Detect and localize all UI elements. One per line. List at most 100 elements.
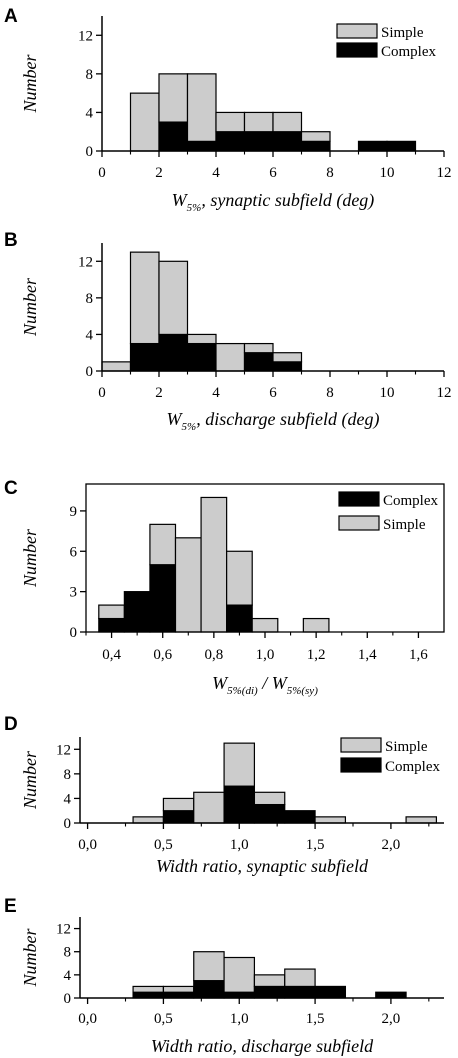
bar-simple (226, 550, 253, 606)
x-axis-title-sub2: 5%(sy) (287, 685, 318, 697)
bar-simple (223, 742, 256, 787)
x-axis-title: W5%, discharge subfield (deg) (167, 409, 380, 433)
bar-complex (272, 361, 303, 372)
legend-swatch-simple (336, 23, 378, 39)
bar-simple (101, 361, 132, 372)
legend-label-complex: Complex (383, 493, 438, 509)
y-tick-label: 0 (64, 991, 72, 1007)
x-tick-label: 0 (98, 385, 106, 401)
y-axis-title: Number (20, 750, 40, 810)
bar-simple (132, 816, 165, 824)
bar-complex (253, 985, 286, 999)
x-tick-label: 4 (212, 165, 220, 181)
bar-simple (253, 974, 286, 988)
bar-complex (300, 140, 331, 152)
legend-swatch-simple (338, 515, 380, 531)
y-tick-label: 0 (70, 625, 78, 641)
bar-complex (158, 121, 189, 152)
y-tick-label: 8 (86, 291, 94, 307)
bar-simple (302, 617, 330, 633)
bar-complex (314, 985, 347, 999)
x-tick-label: 2 (155, 165, 163, 181)
bar-complex (284, 810, 316, 824)
bar-simple (98, 604, 125, 620)
bar-complex (386, 140, 417, 152)
bar-simple (162, 985, 195, 993)
x-tick-label: 4 (212, 385, 220, 401)
legend-swatch-complex (338, 491, 380, 507)
x-axis-title-main: Width ratio, synaptic subfield (156, 856, 369, 876)
y-tick-label: 6 (70, 544, 78, 560)
x-tick-label: 2 (155, 385, 163, 401)
y-tick-label: 8 (86, 67, 94, 83)
bar-complex (186, 342, 217, 372)
x-axis-title: W5%(di) / W5%(sy) (212, 673, 318, 697)
bar-simple (193, 951, 225, 982)
bar-simple (223, 956, 256, 993)
panel-letter: B (4, 230, 18, 251)
y-axis-title: Number (20, 54, 40, 114)
panel-letter: C (4, 478, 18, 499)
x-axis-title: Width ratio, synaptic subfield (156, 856, 369, 876)
bar-simple (158, 260, 189, 336)
x-tick-label: 0,5 (154, 837, 173, 853)
bar-complex (193, 980, 225, 999)
bar-simple (251, 617, 279, 633)
x-tick-label: 8 (326, 385, 334, 401)
x-tick-label: 2,0 (382, 837, 401, 853)
bar-complex (158, 333, 189, 372)
y-tick-label: 8 (64, 767, 72, 783)
x-tick-label: 1,0 (256, 647, 275, 663)
y-tick-label: 12 (56, 742, 71, 758)
y-tick-label: 0 (86, 364, 94, 380)
x-tick-label: 0 (98, 165, 106, 181)
legend-label-simple: Simple (383, 517, 426, 533)
bar-simple (215, 111, 246, 133)
legend: Simple Complex (336, 23, 436, 60)
legend-label-complex: Complex (381, 44, 436, 60)
x-tick-label: 12 (437, 165, 452, 181)
y-axis-title: Number (20, 277, 40, 337)
bar-simple (158, 73, 189, 123)
bar-complex (243, 352, 274, 372)
bar-simple (132, 985, 165, 993)
x-tick-label: 0,0 (78, 1011, 97, 1027)
legend: Simple Complex (340, 737, 440, 775)
y-tick-label: 4 (64, 968, 72, 984)
y-axis-title: Number (20, 528, 40, 588)
y-tick-label: 4 (86, 327, 94, 343)
y-tick-label: 8 (64, 945, 72, 961)
x-axis-title-rest: , discharge subfield (deg) (196, 409, 379, 430)
x-tick-label: 2,0 (382, 1011, 401, 1027)
x-tick-label: 6 (269, 165, 277, 181)
y-axis-title: Number (20, 928, 40, 988)
x-axis-title: W5%, synaptic subfield (deg) (172, 190, 375, 214)
x-tick-label: 12 (437, 385, 452, 401)
x-tick-label: 0,0 (78, 837, 97, 853)
legend: Complex Simple (338, 491, 438, 533)
x-tick-label: 0,5 (154, 1011, 173, 1027)
x-axis-title-main2: W (272, 673, 289, 693)
y-tick-label: 9 (70, 504, 78, 520)
x-tick-label: 1,0 (230, 1011, 249, 1027)
bar-complex (357, 140, 388, 152)
bar-simple (253, 791, 286, 806)
bar-simple (284, 968, 316, 988)
x-axis-title-main: W (212, 673, 229, 693)
legend-label-simple: Simple (385, 739, 428, 755)
bar-complex (123, 591, 151, 633)
legend-label-simple: Simple (381, 25, 424, 41)
panel-letter: E (4, 896, 17, 917)
bar-simple (129, 92, 160, 152)
bar-simple (300, 131, 331, 142)
x-axis-title-rest: / (258, 673, 272, 693)
bar-complex (129, 342, 160, 372)
x-tick-label: 8 (326, 165, 334, 181)
bar-simple (272, 352, 303, 363)
panel-c: C 0,4 0,6 0,8 1,0 1,2 1,4 1,6 0 3 6 9 Number W5%(di) … (4, 478, 445, 697)
x-tick-label: 1,2 (307, 647, 326, 663)
y-tick-label: 3 (70, 585, 78, 601)
bar-simple (193, 791, 225, 824)
bar-complex (243, 131, 274, 152)
x-tick-label: 1,0 (230, 837, 249, 853)
